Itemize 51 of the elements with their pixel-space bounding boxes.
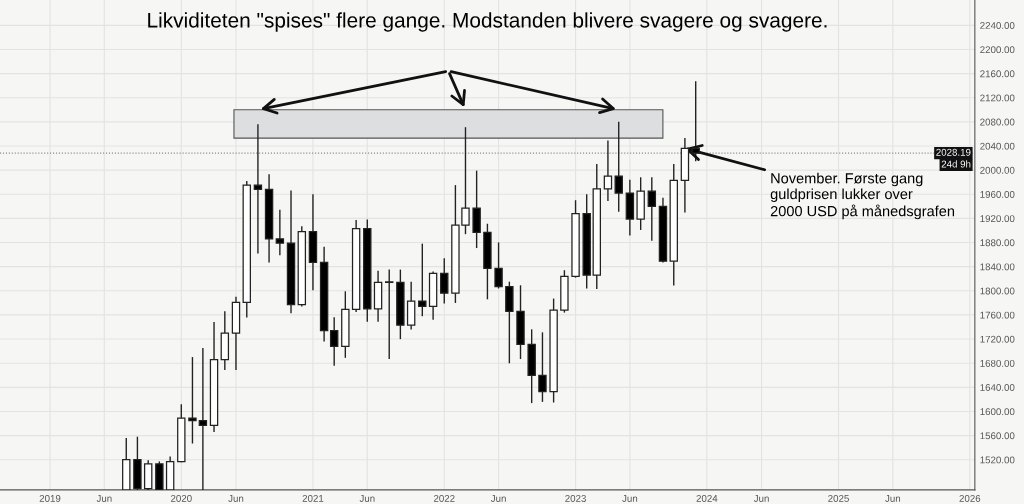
annotation: November. Første gang guldprisen lukker over 2000 USD på månedsgrafen: [770, 172, 955, 220]
y-tick-label: 2120.00: [980, 94, 1015, 102]
candlestick: [418, 243, 427, 317]
y-tick-label: 1960.00: [980, 191, 1015, 198]
candlestick: [538, 332, 547, 402]
candlestick: [188, 357, 197, 444]
candlestick: [691, 81, 700, 162]
y-tick-label: 1640.00: [980, 384, 1015, 391]
x-tick-label: 2021: [302, 495, 324, 502]
x-tick-label: Jun: [490, 495, 506, 502]
y-tick-label: 2080.00: [980, 118, 1015, 126]
ref-line-label: 2028.19: [936, 148, 971, 156]
candlestick: [275, 209, 285, 256]
y-tick-label: 1520.00: [980, 456, 1015, 464]
x-tick-label: Jun: [359, 495, 375, 502]
y-tick-label: 1840.00: [980, 263, 1015, 271]
y-tick-label: 1880.00: [980, 239, 1015, 247]
x-tick-label: 2026: [959, 495, 981, 502]
y-tick-label: 1720.00: [980, 335, 1015, 343]
candlestick: [603, 140, 613, 201]
x-tick-label: 2020: [170, 495, 192, 502]
x-tick-label: 2019: [39, 495, 61, 502]
candlestick: [384, 269, 394, 360]
y-tick-label: 2160.00: [980, 70, 1015, 78]
candlestick: [647, 177, 657, 241]
x-tick-label: 2023: [565, 495, 586, 502]
x-tick-label: Jun: [885, 495, 901, 502]
y-tick-label: 2200.00: [980, 46, 1015, 54]
x-tick-label: Jun: [753, 495, 769, 502]
x-tick-label: Jun: [228, 495, 244, 502]
y-tick-label: 1680.00: [980, 359, 1015, 367]
x-tick-label: Jun: [622, 495, 638, 502]
candlestick: [494, 242, 503, 289]
y-tick-label: 2040.00: [980, 142, 1015, 150]
x-tick-label: 2022: [433, 495, 455, 502]
text: Likviditeten "spises" flere gange. Modstanden blivere svagere og svagere.: [148, 12, 827, 32]
candlestick: [440, 258, 449, 304]
annotation: 24d 9h: [941, 160, 971, 168]
x-tick-label: Jun: [96, 495, 112, 502]
y-tick-label: 1600.00: [980, 408, 1015, 416]
y-tick-label: 1560.00: [980, 432, 1015, 440]
y-tick-label: 1760.00: [980, 311, 1015, 319]
y-tick-label: 2240.00: [980, 22, 1015, 29]
y-tick-label: 2000.00: [980, 166, 1015, 174]
y-tick-label: 1920.00: [980, 215, 1015, 223]
y-tick-label: 1800.00: [980, 287, 1015, 295]
x-tick-label: 2024: [696, 495, 718, 502]
candlestick: [198, 348, 208, 490]
candlestick: [614, 121, 623, 212]
x-tick-label: 2025: [828, 495, 849, 502]
candlestick: [329, 317, 339, 366]
